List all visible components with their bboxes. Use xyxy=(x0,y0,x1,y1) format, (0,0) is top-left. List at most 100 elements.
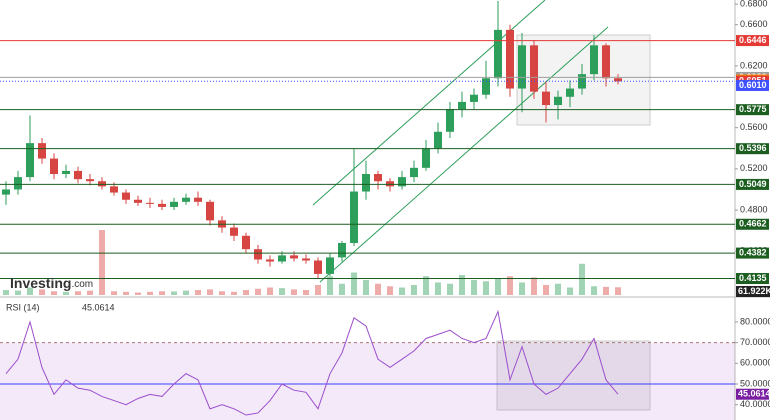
y-tick-label: 0.6800 xyxy=(740,0,768,8)
volume-bar xyxy=(555,283,561,295)
candle-body xyxy=(62,170,70,175)
candle-body xyxy=(362,174,370,192)
volume-bar xyxy=(75,291,81,295)
candle-body xyxy=(494,29,502,79)
volume-bar xyxy=(279,288,285,295)
candle-body xyxy=(182,197,190,202)
rsi-line xyxy=(5,309,619,416)
volume-bar xyxy=(579,263,585,295)
level-box xyxy=(736,247,769,259)
volume-bar xyxy=(435,282,441,295)
level-label: 0.5775 xyxy=(739,104,767,114)
volume-bar xyxy=(183,290,189,295)
candle-body xyxy=(590,45,598,75)
y-tick-label: 70.0000 xyxy=(740,337,770,347)
candle-body xyxy=(254,249,262,260)
candle-body xyxy=(98,181,106,187)
level-label: 0.4382 xyxy=(739,247,767,257)
candle-body xyxy=(278,255,286,262)
y-tick-label: 0.4800 xyxy=(740,204,768,214)
volume-bar xyxy=(399,287,405,295)
level-box xyxy=(736,273,769,285)
candle-body xyxy=(158,203,166,207)
y-tick-label: 0.5600 xyxy=(740,122,768,132)
candle-body xyxy=(434,131,442,149)
volume-bar xyxy=(267,287,273,295)
level-box xyxy=(736,104,769,116)
candle-body xyxy=(146,202,154,204)
volume-bar xyxy=(231,291,237,295)
candle-body xyxy=(38,143,46,159)
volume-bar xyxy=(363,280,369,295)
logo-suffix: .com xyxy=(71,279,93,290)
volume-bar xyxy=(255,288,261,295)
candle-body xyxy=(470,94,478,102)
candle-body xyxy=(602,45,610,79)
candle-body xyxy=(290,255,298,259)
volume-bar xyxy=(135,292,141,295)
candle-body xyxy=(566,88,574,97)
rsi-range-box xyxy=(496,340,651,411)
rsi-last-label: 45.0614 xyxy=(738,389,770,399)
candle-body xyxy=(482,78,490,95)
volume-bar xyxy=(615,287,621,295)
candle-body xyxy=(338,243,346,258)
candle-body xyxy=(542,91,550,106)
candle-body xyxy=(86,179,94,182)
candle-body xyxy=(206,201,214,221)
volume-bar xyxy=(603,286,609,295)
level-box xyxy=(736,218,769,230)
y-tick-label: 50.0000 xyxy=(740,378,770,388)
level-label: 0.4662 xyxy=(739,219,767,229)
volume-bar xyxy=(531,277,537,295)
volume-bar xyxy=(111,291,117,295)
y-tick-label: 0.6600 xyxy=(740,19,768,29)
volume-bar xyxy=(471,280,477,295)
level-box xyxy=(736,35,769,47)
candle-body xyxy=(326,257,334,274)
volume-bar xyxy=(519,282,525,295)
candle-body xyxy=(506,29,514,89)
candle-body xyxy=(230,227,238,236)
logo: Investing.com xyxy=(10,275,93,291)
candle-body xyxy=(374,174,382,182)
candle-body xyxy=(398,177,406,187)
volume-bar xyxy=(459,275,465,295)
volume-bar xyxy=(303,290,309,295)
logo-text: Investing xyxy=(10,275,71,291)
y-tick-label: 40.0000 xyxy=(740,399,770,409)
volume-bar xyxy=(63,291,69,295)
level-label: 0.5049 xyxy=(739,179,767,189)
volume-bar xyxy=(483,281,489,295)
candle-body xyxy=(410,167,418,178)
volume-bar xyxy=(567,287,573,295)
level-label: 0.4135 xyxy=(739,273,767,283)
candle-body xyxy=(446,109,454,132)
level-label: 0.6446 xyxy=(739,35,767,45)
volume-bar xyxy=(375,283,381,295)
volume-bar xyxy=(27,287,33,295)
y-tick-label: 80.0000 xyxy=(740,316,770,326)
volume-bar xyxy=(219,291,225,295)
candle-body xyxy=(266,259,274,262)
volume-bar xyxy=(339,283,345,295)
rsi-band xyxy=(0,342,735,420)
volume-bar xyxy=(243,290,249,295)
volume-bar xyxy=(327,276,333,295)
volume-label: 61.922K xyxy=(738,286,770,296)
volume-bar xyxy=(171,291,177,295)
candle-body xyxy=(458,101,466,110)
candle-body xyxy=(614,78,622,82)
y-tick-label: 0.5200 xyxy=(740,163,768,173)
volume-bar xyxy=(51,291,57,295)
volume-bar xyxy=(87,290,93,295)
volume-bar xyxy=(351,272,357,295)
candle-body xyxy=(122,192,130,200)
candle-body xyxy=(134,199,142,203)
level-label: 0.6010 xyxy=(739,80,767,90)
volume-bar xyxy=(291,289,297,295)
candle-body xyxy=(2,189,10,195)
level-box xyxy=(736,178,769,190)
candle-body xyxy=(518,45,526,89)
